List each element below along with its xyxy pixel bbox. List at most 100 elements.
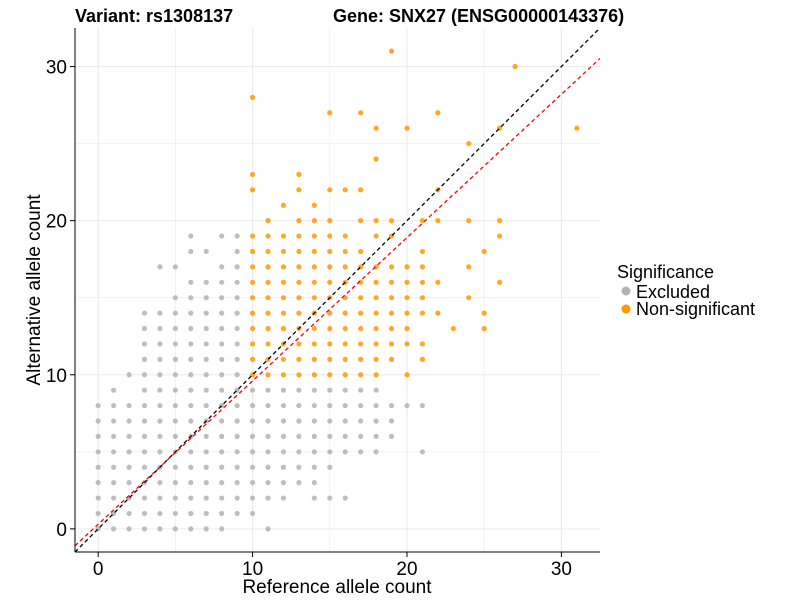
point-excluded [311, 495, 317, 501]
point-excluded [172, 387, 178, 393]
point-excluded [141, 372, 148, 378]
point-non-significant [373, 372, 379, 378]
point-excluded [203, 248, 209, 255]
legend-label-non-significant: Non-significant [636, 299, 755, 319]
point-excluded [249, 510, 256, 517]
point-non-significant [280, 233, 287, 239]
point-non-significant [450, 325, 456, 332]
point-excluded [157, 449, 163, 455]
point-excluded [234, 480, 240, 486]
point-non-significant [249, 325, 256, 332]
point-excluded [141, 325, 148, 332]
point-non-significant [296, 310, 302, 316]
point-excluded [280, 464, 287, 470]
point-non-significant [265, 279, 271, 285]
point-excluded [172, 264, 178, 270]
point-non-significant [311, 233, 317, 239]
point-excluded [296, 464, 302, 470]
point-non-significant [327, 264, 333, 270]
point-excluded [141, 449, 148, 455]
point-excluded [188, 526, 194, 532]
point-excluded [234, 510, 240, 517]
point-non-significant [388, 279, 395, 285]
point-excluded [311, 387, 317, 393]
point-excluded [265, 480, 271, 486]
point-non-significant [327, 248, 333, 255]
point-non-significant [249, 233, 256, 239]
point-non-significant [419, 341, 426, 347]
reference-lines [74, 27, 601, 553]
legend-swatch-non-significant [621, 304, 631, 314]
point-excluded [219, 310, 225, 316]
legend: Significance Excluded Non-significant [617, 262, 755, 319]
point-excluded [219, 356, 225, 362]
point-non-significant [280, 325, 287, 332]
point-non-significant [327, 372, 333, 378]
point-excluded [388, 418, 395, 424]
point-non-significant [311, 356, 317, 362]
point-non-significant [311, 218, 317, 224]
point-non-significant [327, 233, 333, 239]
point-non-significant [327, 110, 333, 116]
point-non-significant [296, 264, 302, 270]
point-excluded [219, 418, 225, 424]
point-excluded [296, 418, 302, 424]
point-non-significant [342, 310, 348, 316]
point-non-significant [249, 341, 256, 347]
point-excluded [157, 510, 163, 517]
point-excluded [234, 372, 240, 378]
point-excluded [203, 433, 209, 440]
point-excluded [203, 279, 209, 285]
point-non-significant [311, 325, 317, 332]
point-non-significant [358, 372, 364, 378]
point-excluded [111, 402, 117, 409]
point-excluded [203, 526, 209, 532]
point-non-significant [311, 202, 317, 208]
point-non-significant [327, 310, 333, 316]
point-excluded [157, 433, 163, 440]
point-excluded [126, 418, 132, 424]
point-excluded [141, 464, 148, 470]
point-non-significant [404, 279, 410, 285]
point-excluded [203, 310, 209, 316]
point-excluded [311, 402, 317, 409]
point-excluded [342, 418, 348, 424]
point-excluded [203, 449, 209, 455]
point-excluded [141, 495, 148, 501]
point-excluded [188, 402, 194, 409]
point-excluded [157, 418, 163, 424]
point-non-significant [327, 279, 333, 285]
point-non-significant [373, 279, 379, 285]
point-non-significant [404, 295, 410, 301]
point-non-significant [342, 233, 348, 239]
point-excluded [141, 402, 148, 409]
point-non-significant [342, 325, 348, 332]
point-non-significant [296, 372, 302, 378]
point-excluded [203, 295, 209, 301]
point-excluded [234, 449, 240, 455]
point-excluded [234, 341, 240, 347]
point-non-significant [327, 325, 333, 332]
y-tick-label: 10 [46, 366, 67, 387]
point-excluded [172, 295, 178, 301]
point-non-significant [296, 187, 302, 193]
point-excluded [342, 449, 348, 455]
point-excluded [203, 372, 209, 378]
point-excluded [219, 341, 225, 347]
point-non-significant [512, 63, 518, 70]
point-non-significant [419, 279, 426, 285]
point-excluded [95, 510, 101, 517]
point-excluded [249, 418, 256, 424]
point-non-significant [311, 341, 317, 347]
point-non-significant [388, 295, 395, 301]
point-excluded [373, 433, 379, 440]
point-excluded [296, 387, 302, 393]
point-excluded [219, 264, 225, 270]
point-excluded [311, 433, 317, 440]
point-excluded [358, 387, 364, 393]
point-non-significant [342, 248, 348, 255]
point-excluded [95, 418, 101, 424]
point-non-significant [358, 325, 364, 332]
point-non-significant [265, 264, 271, 270]
point-non-significant [419, 310, 426, 316]
